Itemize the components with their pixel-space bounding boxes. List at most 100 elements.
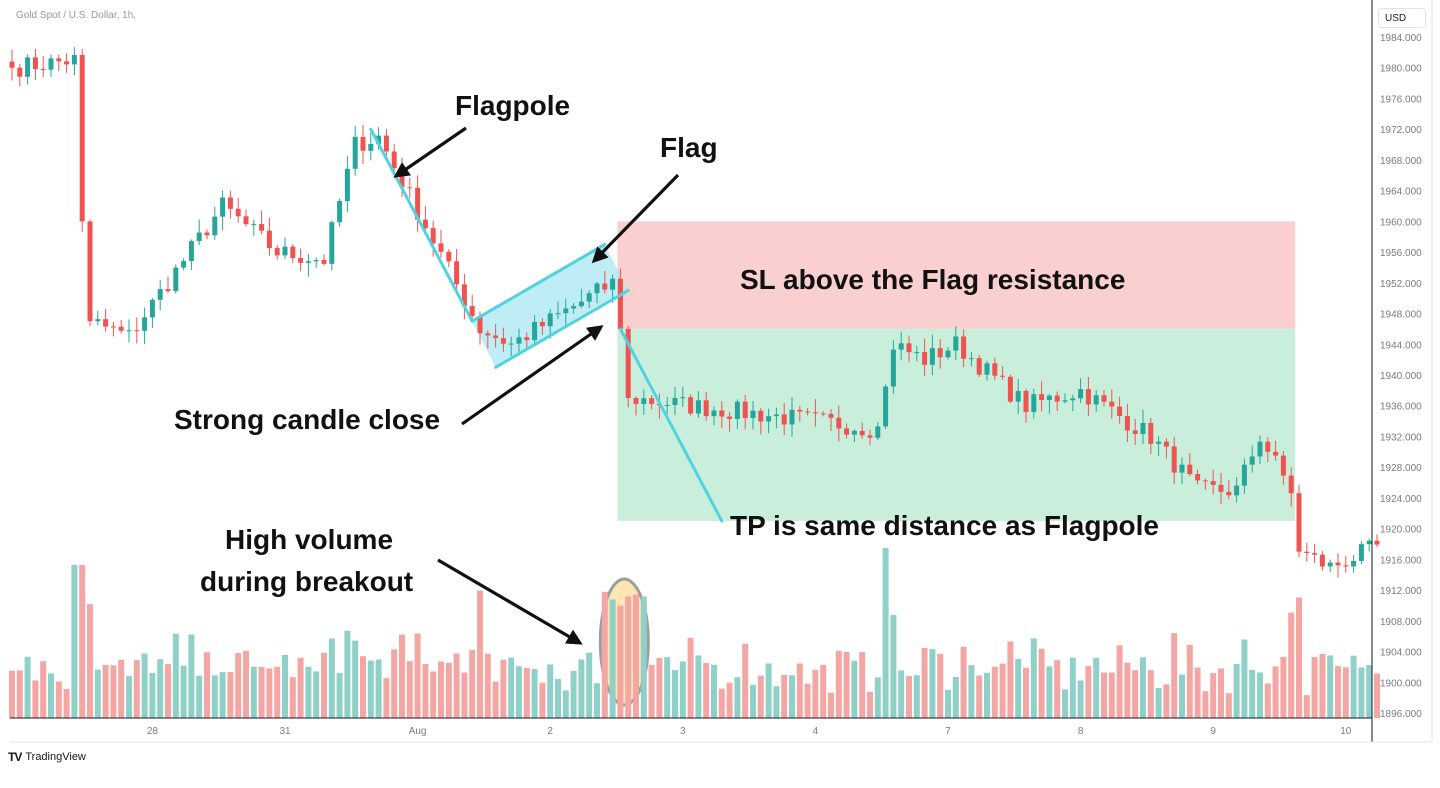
candle-body [1062, 400, 1068, 402]
volume-bar [438, 661, 444, 718]
candle-body [945, 350, 951, 358]
volume-bar [118, 659, 125, 718]
volume-bar [383, 678, 390, 718]
volume-bar [266, 668, 273, 718]
volume-bar [1085, 666, 1092, 718]
flagpole-label: Flagpole [455, 90, 571, 121]
candle-body [617, 278, 623, 329]
candle-body [976, 358, 982, 375]
volume-bar [406, 661, 413, 718]
candle-body [469, 306, 475, 317]
volume-bar [172, 633, 179, 718]
candle-body [274, 248, 280, 256]
tradingview-logo[interactable]: TV TradingView [8, 750, 86, 764]
volume-bar [1093, 657, 1100, 718]
volume-bar [679, 661, 686, 718]
volume-bar [24, 656, 31, 718]
volume-bar [1319, 653, 1326, 718]
volume-bar [633, 594, 639, 718]
volume-bar [492, 681, 499, 718]
flagpole-line [369, 127, 474, 323]
time-tick-label: 31 [279, 726, 291, 737]
price-tick-label: 1944.000 [1380, 340, 1422, 351]
volume-bar [890, 615, 897, 718]
volume-bar [828, 692, 834, 718]
volume-bar [204, 652, 210, 718]
volume-bar [422, 664, 429, 718]
candle-body [220, 197, 226, 217]
volume-bar [711, 664, 717, 718]
volume-bar [1132, 670, 1139, 718]
volume-bar [149, 673, 156, 718]
candle-body [789, 409, 795, 425]
volume-bar [1358, 667, 1365, 718]
volume-bar [1140, 657, 1146, 718]
candle-body [1101, 395, 1107, 402]
volume-bar [9, 670, 15, 718]
candle-body [95, 319, 101, 322]
candle-body [625, 328, 631, 399]
volume-bar [695, 655, 702, 718]
volume-bar [321, 652, 327, 718]
candle-body [266, 230, 272, 249]
price-tick-label: 1976.000 [1380, 94, 1422, 105]
candle-body [461, 284, 467, 307]
volume-bar [703, 662, 710, 718]
flag-arrow [591, 173, 680, 264]
candle-body [1374, 540, 1380, 545]
candle-body [508, 343, 514, 345]
candle-body [664, 405, 670, 407]
volume-bar [258, 666, 265, 718]
candle-body [1312, 553, 1318, 555]
volume-bar [656, 657, 663, 718]
candle-body [1031, 394, 1037, 412]
candle-body [890, 349, 896, 387]
candle-body [727, 416, 733, 419]
volume-bar [227, 672, 234, 718]
volume-bar [500, 659, 507, 718]
candle-body [1124, 416, 1130, 431]
symbol-title[interactable]: Gold Spot / U.S. Dollar, 1h, [16, 10, 137, 21]
volume-bar [999, 663, 1006, 718]
volume-bar [516, 666, 522, 718]
volume-bar [243, 650, 249, 718]
volume-bar [734, 677, 741, 718]
candle-body [883, 386, 889, 427]
volume-bar [976, 675, 983, 718]
time-tick-label: 10 [1340, 726, 1352, 737]
candle-body [1039, 394, 1045, 401]
price-tick-label: 1960.000 [1380, 217, 1422, 228]
volume-bar [898, 670, 905, 718]
volume-bar [773, 686, 780, 718]
candle-body [71, 55, 77, 65]
candle-body [32, 57, 38, 70]
candle-body [1140, 422, 1146, 434]
candle-body [118, 326, 124, 331]
volume-bar [289, 677, 296, 718]
volume-bar [547, 664, 554, 718]
volume-bar [71, 565, 78, 718]
candle-body [64, 61, 70, 65]
volume-bar [843, 651, 850, 718]
candle-body [56, 58, 62, 62]
candle-body [181, 261, 187, 268]
candle-body [25, 57, 31, 77]
volume-bar [1179, 674, 1185, 718]
currency-selector[interactable]: USD [1378, 8, 1426, 28]
volume-bar [820, 664, 827, 718]
candle-body [415, 187, 421, 220]
volume-bar [1101, 672, 1107, 718]
volume-bar [126, 676, 132, 718]
volume-bar [867, 691, 873, 718]
volume-bar [718, 688, 725, 718]
volume-bar [664, 657, 671, 718]
volume-bar [570, 670, 577, 718]
volume-bar [282, 654, 288, 718]
volume-bar [48, 673, 54, 718]
candle-body [142, 317, 148, 331]
volume-bar [1171, 633, 1178, 718]
candle-body [516, 337, 522, 344]
candle-body [844, 428, 850, 435]
volume-bar [344, 630, 351, 718]
